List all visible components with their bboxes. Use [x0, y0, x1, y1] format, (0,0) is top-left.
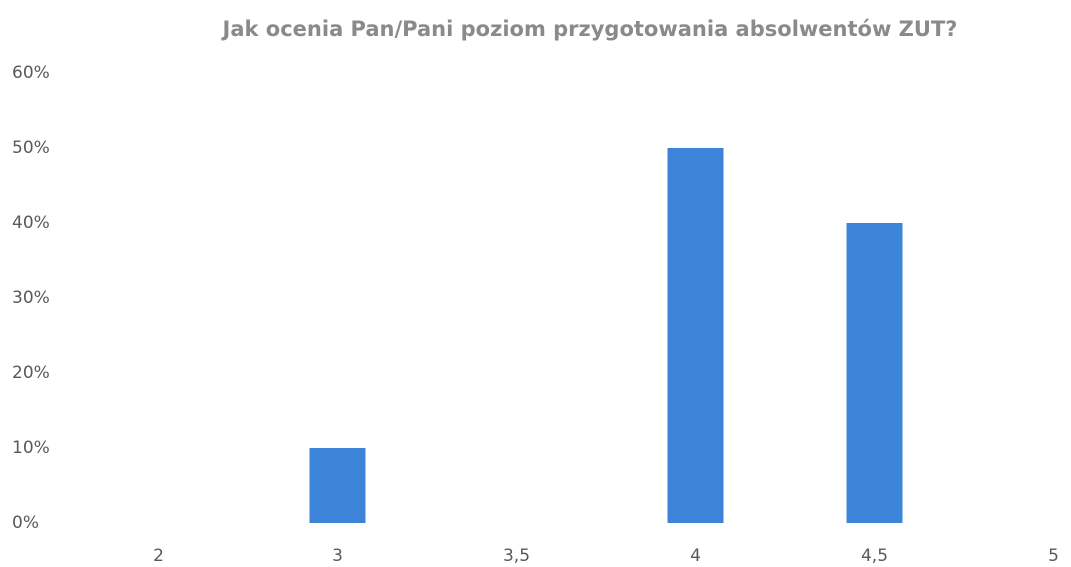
bar: [846, 223, 903, 523]
x-tick-label: 3,5: [503, 546, 530, 566]
y-tick-label: 0%: [12, 513, 39, 533]
y-tick-label: 60%: [12, 63, 50, 83]
x-tick-label: 2: [153, 546, 164, 566]
y-tick-label: 50%: [12, 138, 50, 158]
x-tick-label: 3: [332, 546, 343, 566]
bar: [309, 448, 366, 523]
y-tick-label: 10%: [12, 438, 50, 458]
chart-title: Jak ocenia Pan/Pani poziom przygotowania…: [221, 17, 958, 41]
bar: [667, 148, 724, 523]
y-tick-label: 40%: [12, 213, 50, 233]
x-tick-label: 4,5: [861, 546, 888, 566]
y-tick-label: 30%: [12, 288, 50, 308]
x-tick-label: 5: [1048, 546, 1059, 566]
x-tick-label: 4: [690, 546, 701, 566]
y-tick-label: 20%: [12, 363, 50, 383]
